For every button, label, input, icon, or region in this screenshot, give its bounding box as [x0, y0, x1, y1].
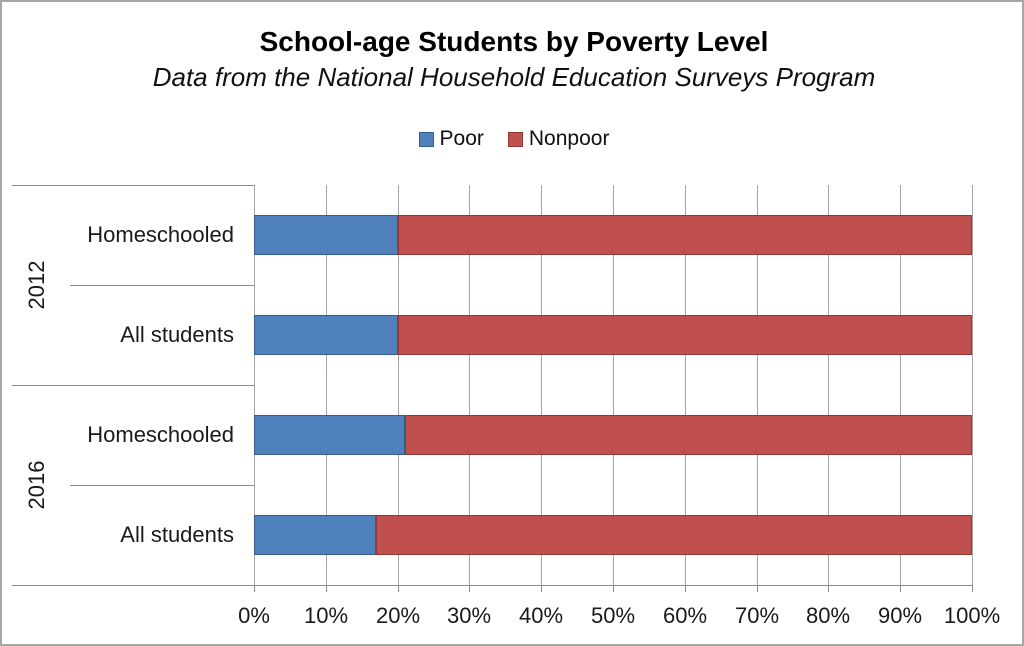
legend-item-nonpoor: Nonpoor [507, 127, 610, 151]
gridline-30% [469, 185, 470, 585]
x-axis-tick-40% [541, 585, 542, 592]
bar-segment-poor-2012-homeschooled [254, 215, 398, 255]
group-separator [12, 385, 254, 386]
x-axis-tick-0% [254, 585, 255, 592]
x-axis-tick-50% [613, 585, 614, 592]
category-separator-2016 [70, 485, 254, 486]
gridline-50% [613, 185, 614, 585]
gridline-80% [828, 185, 829, 585]
legend-swatch-nonpoor [507, 131, 523, 147]
x-tick-label-80%: 80% [805, 603, 851, 628]
x-axis-tick-60% [685, 585, 686, 592]
category-label-homeschooled: Homeschooled [87, 222, 234, 247]
bar-segment-nonpoor-2016-all-students [376, 515, 972, 555]
x-axis-tick-20% [398, 585, 399, 592]
bar-segment-poor-2012-all-students [254, 315, 398, 355]
x-axis-tick-90% [900, 585, 901, 592]
x-axis-line [12, 585, 972, 586]
group-label-2012: 2012 [24, 260, 49, 310]
x-tick-label-30%: 30% [446, 603, 492, 628]
category-label-all-students: All students [120, 522, 234, 547]
x-tick-label-40%: 40% [518, 603, 564, 628]
x-tick-label-90%: 90% [877, 603, 923, 628]
legend-item-poor: Poor [418, 127, 484, 151]
gridline-60% [685, 185, 686, 585]
x-tick-label-60%: 60% [662, 603, 708, 628]
gridline-40% [541, 185, 542, 585]
gridline-10% [326, 185, 327, 585]
gridline-0% [254, 185, 255, 585]
gridline-70% [757, 185, 758, 585]
x-tick-label-70%: 70% [734, 603, 780, 628]
x-axis-tick-30% [469, 585, 470, 592]
bar-segment-nonpoor-2016-homeschooled [405, 415, 972, 455]
category-area-top-line [12, 185, 254, 186]
category-separator-2012 [70, 285, 254, 286]
category-label-homeschooled: Homeschooled [87, 422, 234, 447]
x-tick-label-20%: 20% [375, 603, 421, 628]
legend: Poor Nonpoor [2, 127, 1022, 151]
x-axis-tick-100% [972, 585, 973, 592]
chart-subtitle: Data from the National Household Educati… [152, 62, 876, 92]
group-label-2016: 2016 [24, 460, 49, 510]
gridline-20% [398, 185, 399, 585]
x-axis-tick-70% [757, 585, 758, 592]
x-tick-label-10%: 10% [303, 603, 349, 628]
category-label-all-students: All students [120, 322, 234, 347]
bar-segment-nonpoor-2012-homeschooled [398, 215, 972, 255]
x-tick-label-50%: 50% [590, 603, 636, 628]
legend-swatch-poor [418, 131, 434, 147]
gridline-100% [972, 185, 973, 585]
bar-segment-poor-2016-all-students [254, 515, 376, 555]
bar-segment-poor-2016-homeschooled [254, 415, 405, 455]
bar-segment-nonpoor-2012-all-students [398, 315, 972, 355]
x-axis-tick-80% [828, 585, 829, 592]
gridline-90% [900, 185, 901, 585]
legend-label-poor: Poor [439, 127, 484, 150]
legend-label-nonpoor: Nonpoor [528, 127, 610, 150]
x-tick-label-100%: 100% [943, 603, 1001, 628]
x-tick-label-0%: 0% [238, 603, 270, 628]
chart-title: School-age Students by Poverty Level [259, 26, 769, 57]
x-axis-tick-10% [326, 585, 327, 592]
